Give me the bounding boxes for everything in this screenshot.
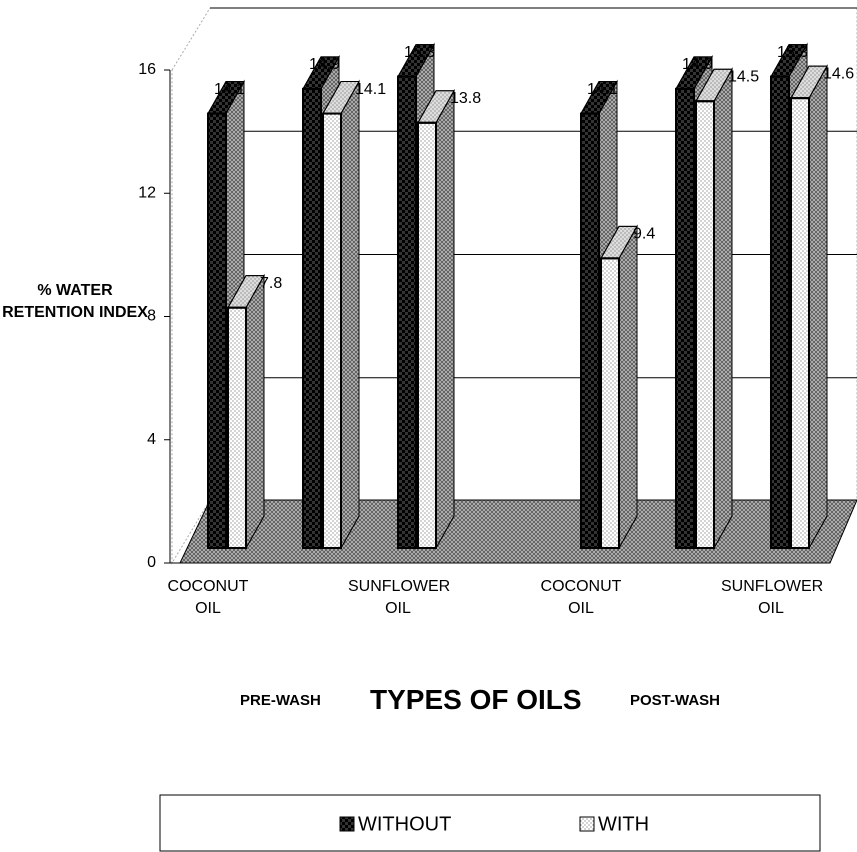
bar [322,79,360,550]
y-tick-label: 0 [147,554,156,571]
x-tick-label: SUNFLOWER OIL [721,578,824,617]
bar-front-pattern [302,87,322,550]
x-group-label: PRE-WASH [240,692,321,709]
value-label: 14.1 [355,81,386,98]
bar-front-pattern [695,100,715,549]
bar-side-pattern [435,88,455,550]
y-tick-label: 8 [147,308,156,325]
value-label: 14.1 [214,81,245,98]
value-label: 14.9 [682,56,713,73]
bar-front-pattern [397,75,417,549]
legend-box [159,794,821,852]
legend-swatch-pattern [339,816,355,832]
value-label: 14.1 [587,81,618,98]
x-group-label: POST-WASH [630,692,721,709]
y-axis-label: % WATER RETENTION INDEX [2,282,148,321]
bar-front-pattern [227,306,247,549]
bar-side-pattern [618,224,638,550]
bar-front-pattern [580,112,600,549]
value-label: 7.8 [260,275,282,292]
legend-swatch-pattern [579,816,595,832]
bar-side-pattern [245,273,265,550]
bar-front-pattern [417,121,437,549]
bar-side-pattern [340,79,360,550]
x-tick-label: COCONUT OIL [167,578,249,617]
value-label: 9.4 [633,226,655,243]
bar-front-pattern [322,112,342,549]
bar [417,88,455,550]
bar-front-pattern [207,112,227,549]
bar-front-pattern [790,97,810,549]
legend-label: WITHOUT [358,813,451,835]
bar [695,67,733,550]
x-axis-label: TYPES OF OILS [370,684,582,715]
x-tick-label: SUNFLOWER OIL [348,578,451,617]
bar-side-pattern [808,64,828,550]
bar [600,224,638,550]
bar-front-pattern [770,75,790,549]
value-label: 14.6 [823,65,854,82]
value-label: 14.5 [728,68,759,85]
value-label: 15.3 [777,44,808,61]
bar [227,273,265,550]
value-label: 14.9 [309,56,340,73]
value-label: 15.3 [404,44,435,61]
bar-front-pattern [600,257,620,549]
bar-front-pattern [675,87,695,550]
y-tick-label: 12 [138,184,156,201]
floor [179,499,857,564]
value-label: 13.8 [450,90,481,107]
y-tick-label: 4 [147,431,156,448]
legend-label: WITH [598,813,649,835]
x-tick-label: COCONUT OIL [540,578,622,617]
bar [790,64,828,550]
bar-side-pattern [713,67,733,550]
y-tick-label: 16 [138,61,156,78]
